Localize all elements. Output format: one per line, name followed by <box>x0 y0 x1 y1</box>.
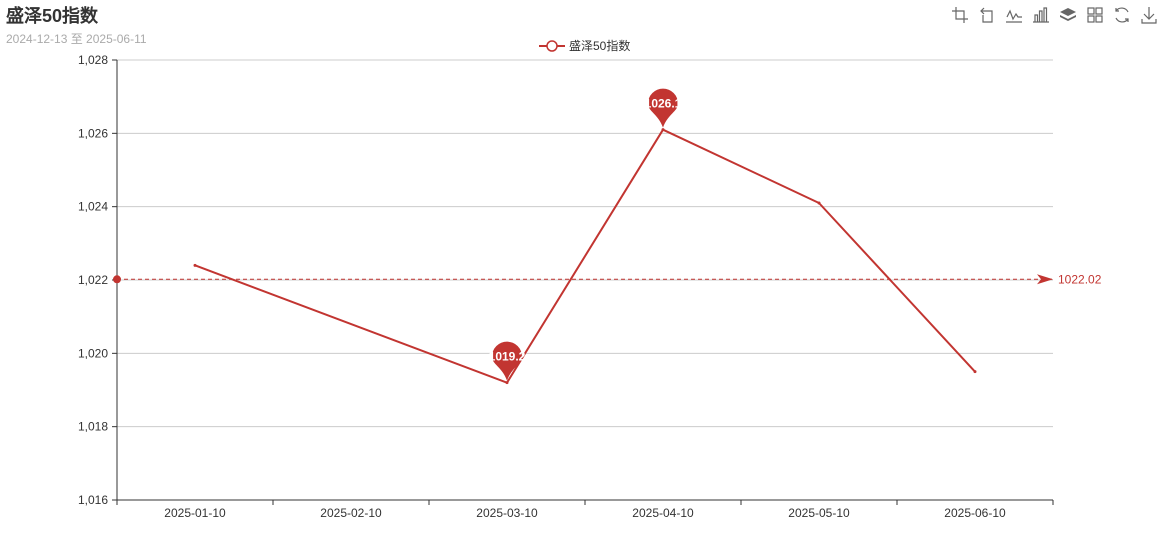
average-line-start-dot <box>113 275 121 284</box>
y-tick-label: 1,016 <box>78 493 108 507</box>
legend-line-icon <box>539 39 565 52</box>
y-tick-label: 1,018 <box>78 420 108 434</box>
x-tick-label: 2025-05-10 <box>788 506 850 520</box>
legend-label: 盛泽50指数 <box>569 39 631 53</box>
line-chart-icon[interactable] <box>1005 6 1023 24</box>
chart-subtitle: 2024-12-13 至 2025-06-11 <box>6 32 147 46</box>
y-tick-label: 1,020 <box>78 346 108 360</box>
mark-point-label: 1019.2 <box>489 350 526 364</box>
stack-icon[interactable] <box>1059 6 1077 24</box>
y-tick-label: 1,028 <box>78 53 108 67</box>
mark-point-pin <box>492 341 522 381</box>
data-point <box>505 381 509 385</box>
data-point <box>661 128 665 132</box>
mark-point-label: 1026.1 <box>645 97 682 111</box>
series-line <box>194 128 976 384</box>
save-image-icon[interactable] <box>1140 6 1158 24</box>
x-tick-label: 2025-03-10 <box>476 506 538 520</box>
y-tick-label: 1,026 <box>78 126 108 140</box>
x-tick-label: 2025-01-10 <box>164 506 226 520</box>
x-tick-label: 2025-06-10 <box>944 506 1006 520</box>
data-point <box>193 263 197 267</box>
legend-item[interactable]: 盛泽50指数 <box>539 37 630 54</box>
zoom-icon[interactable] <box>951 6 969 24</box>
y-tick-label: 1,022 <box>78 273 108 287</box>
y-tick-label: 1,024 <box>78 200 108 214</box>
x-tick-label: 2025-02-10 <box>320 506 382 520</box>
zoom-reset-icon[interactable] <box>978 6 996 24</box>
restore-icon[interactable] <box>1113 6 1131 24</box>
x-tick-label: 2025-04-10 <box>632 506 694 520</box>
average-line-arrow <box>1037 274 1053 285</box>
chart-title: 盛泽50指数 <box>6 6 99 26</box>
data-point <box>817 201 821 205</box>
average-line-label: 1022.02 <box>1058 272 1102 286</box>
toolbox <box>951 6 1158 24</box>
mark-point-pin <box>648 88 678 128</box>
tiled-icon[interactable] <box>1086 6 1104 24</box>
data-point <box>973 370 977 374</box>
bar-chart-icon[interactable] <box>1032 6 1050 24</box>
